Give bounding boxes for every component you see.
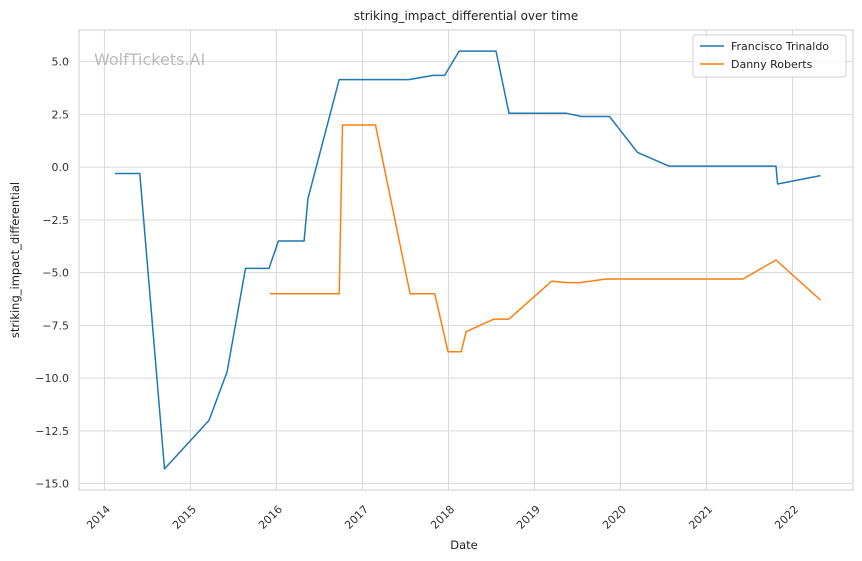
x-tick-label: 2018 [428, 503, 457, 532]
y-axis-label: striking_impact_differential [8, 182, 22, 338]
x-tick-label: 2019 [514, 503, 543, 532]
y-tick-label: 0.0 [52, 161, 70, 174]
y-tick-label: 2.5 [52, 108, 70, 121]
series-layer [115, 50, 822, 470]
x-tick-label: 2017 [342, 503, 371, 532]
grid-lines [79, 30, 853, 490]
x-tick-label: 2022 [772, 503, 801, 532]
series-line-danny-roberts [270, 124, 822, 353]
y-tick-label: −15.0 [35, 478, 69, 491]
watermark-text: WolfTickets.AI [94, 50, 205, 69]
x-tick-label: 2021 [686, 503, 715, 532]
legend: Francisco Trinaldo Danny Roberts [692, 34, 847, 78]
legend-box [692, 34, 847, 78]
y-tick-label: −2.5 [42, 214, 69, 227]
series-line-francisco-trinaldo [115, 50, 821, 470]
x-tick-label: 2020 [600, 503, 629, 532]
x-tick-label: 2015 [170, 503, 199, 532]
y-tick-label: −7.5 [42, 319, 69, 332]
legend-label-francisco-trinaldo: Francisco Trinaldo [731, 40, 829, 53]
y-tick-label: 5.0 [52, 56, 70, 69]
y-axis-ticks: 5.0 2.5 0.0 −2.5 −5.0 −7.5 −10.0 −12.5 −15.0 [35, 56, 69, 491]
plot-area [78, 29, 854, 491]
x-axis-ticks: 2014 2015 2016 2017 2018 2019 2020 2021 2022 [84, 503, 801, 532]
y-tick-label: −12.5 [35, 425, 69, 438]
x-tick-label: 2014 [84, 503, 113, 532]
x-axis-label: Date [450, 538, 478, 552]
y-tick-label: −10.0 [35, 372, 69, 385]
legend-label-danny-roberts: Danny Roberts [731, 58, 813, 71]
chart-title: striking_impact_differential over time [354, 9, 579, 23]
y-tick-label: −5.0 [42, 267, 69, 280]
x-tick-label: 2016 [256, 503, 285, 532]
